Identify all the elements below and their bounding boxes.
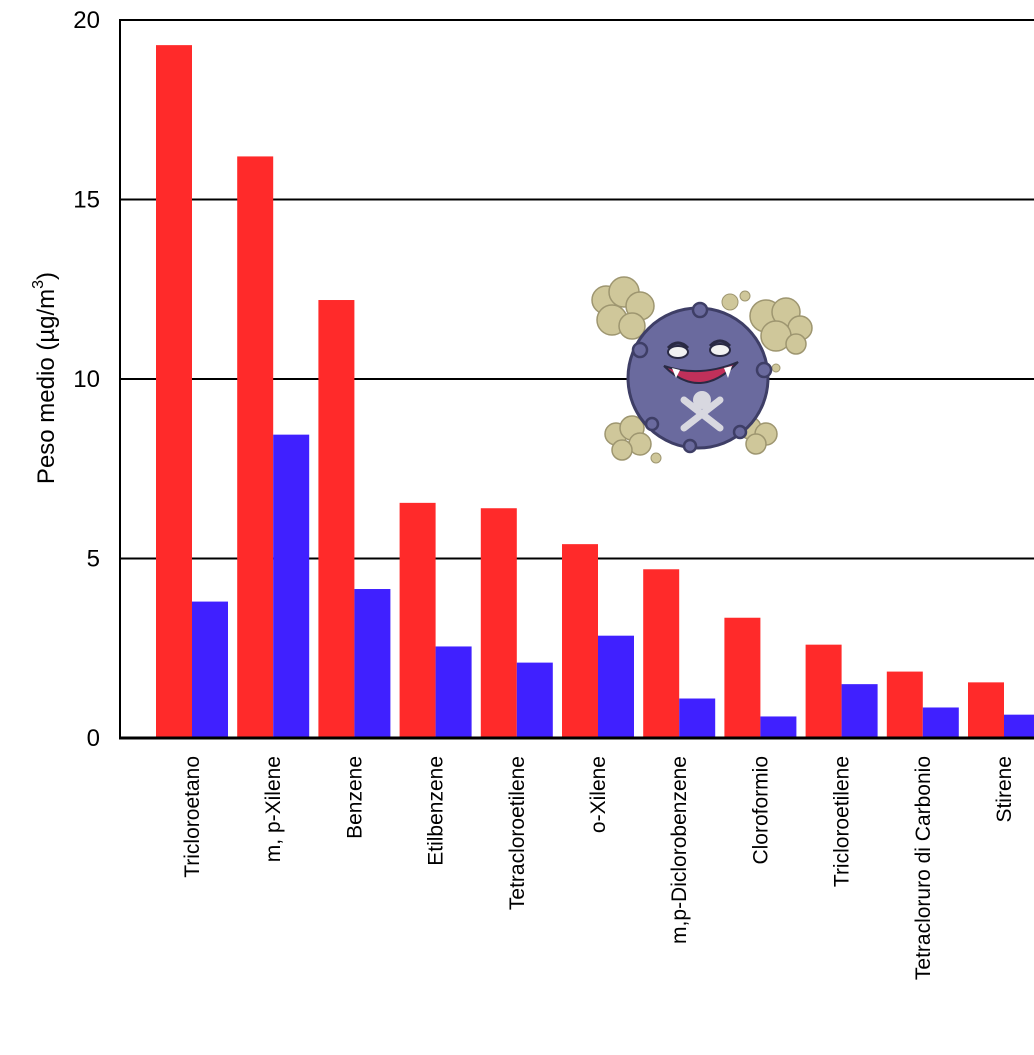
skull-crossbones-icon: [680, 396, 724, 432]
category-label: Tetracloroetilene: [506, 756, 529, 910]
bar-blue-0: [192, 601, 228, 738]
bar-red-4: [480, 508, 517, 738]
bar-red-5: [562, 544, 598, 738]
bar-blue-7: [760, 716, 797, 738]
category-label: m, p-Xilene: [262, 756, 285, 862]
category-label: Stirene: [993, 756, 1016, 823]
category-label: Benzene: [343, 756, 366, 839]
y-tick-label-0: 0: [87, 725, 100, 752]
smoke-ball-creature-icon: [591, 276, 813, 464]
y-axis-title-superscript: 3: [30, 280, 47, 289]
bar-blue-3: [435, 646, 472, 738]
y-tick-label-10: 10: [73, 366, 100, 393]
bar-blue-1: [273, 434, 310, 738]
category-label: Etilbenzene: [425, 756, 448, 866]
bar-blue-2: [354, 589, 391, 738]
y-tick-labels: 0 5 10 15 20: [73, 7, 100, 752]
category-label: o-Xilene: [587, 756, 610, 833]
bar-blue-8: [841, 684, 878, 738]
bar-blue-9: [922, 707, 959, 738]
y-tick-label-5: 5: [87, 546, 100, 573]
bar-red-1: [237, 156, 274, 739]
bar-red-2: [318, 300, 355, 738]
bar-red-7: [724, 617, 761, 738]
bar-red-6: [643, 569, 680, 738]
bar-blue-4: [516, 662, 553, 738]
bar-blue-10: [1004, 714, 1034, 738]
y-axis-title: Peso medio (µg/m3): [30, 272, 60, 484]
category-label: Tetracloruro di Carbonio: [912, 756, 935, 980]
x-category-labels: Tricloroetano m, p-Xilene Benzene Etilbenze…: [181, 756, 1016, 980]
category-label: Tricloroetilene: [831, 756, 854, 887]
bars: [156, 45, 1034, 739]
bar-red-8: [805, 644, 842, 738]
bar-red-3: [399, 502, 436, 738]
y-tick-label-15: 15: [73, 187, 100, 214]
bar-red-0: [156, 45, 192, 738]
smoke-cloud-icon: [604, 415, 652, 461]
bar-red-10: [968, 682, 1004, 738]
bar-red-9: [886, 671, 923, 738]
category-label: Cloroformio: [749, 756, 772, 865]
smoke-cloud-icon: [591, 276, 655, 340]
smoke-cloud-icon: [749, 297, 813, 355]
bar-blue-6: [679, 698, 716, 738]
bar-blue-5: [598, 635, 634, 738]
category-label: Tricloroetano: [181, 756, 204, 878]
axes: [119, 19, 1034, 740]
category-label: m,p-Diclorobenzene: [668, 756, 691, 944]
y-tick-label-20: 20: [73, 7, 100, 34]
